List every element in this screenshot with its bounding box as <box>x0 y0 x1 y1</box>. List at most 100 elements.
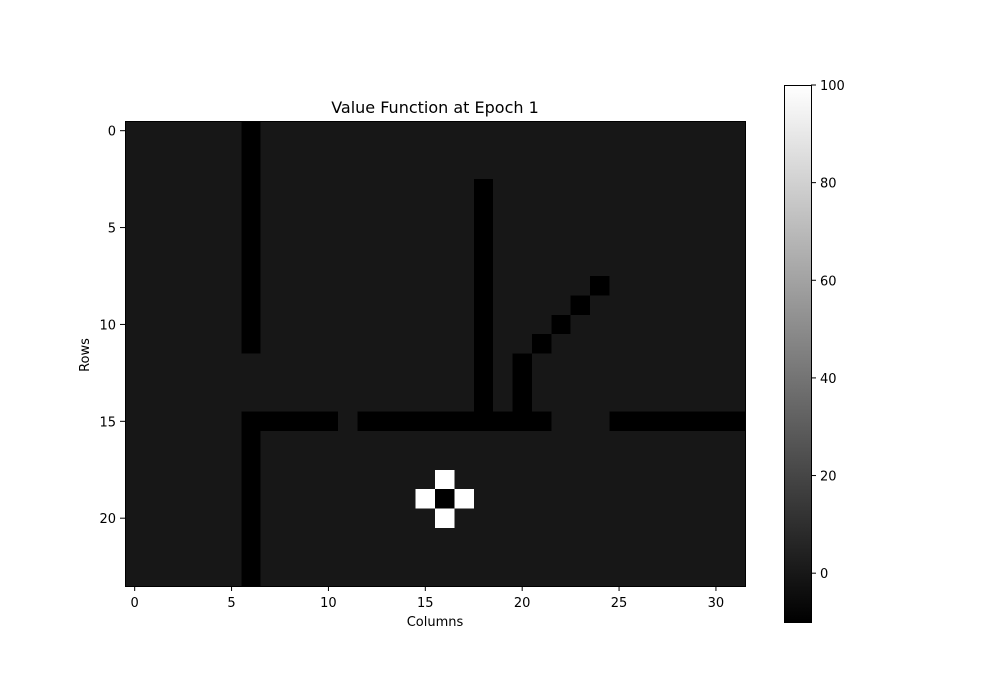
heatmap-cell <box>570 295 591 316</box>
heatmap-cell <box>493 237 513 257</box>
heatmap-cell <box>590 198 610 219</box>
heatmap-cell <box>706 547 726 567</box>
heatmap-cell <box>144 372 165 393</box>
heatmap-cell <box>609 314 630 335</box>
heatmap-cell <box>260 217 281 238</box>
heatmap-cell <box>357 140 378 161</box>
heatmap-cell <box>454 392 475 412</box>
heatmap-cell <box>260 276 281 296</box>
heatmap-cell <box>648 489 668 509</box>
heatmap-cell <box>144 353 165 374</box>
heatmap-cell <box>280 431 300 451</box>
heatmap-cell <box>686 469 707 490</box>
heatmap-cell <box>280 276 300 296</box>
heatmap-cell <box>454 372 475 393</box>
heatmap-cell <box>357 547 378 567</box>
heatmap-cell <box>667 353 688 374</box>
heatmap-cell <box>299 527 320 548</box>
heatmap-cell <box>435 489 455 509</box>
heatmap-cell <box>435 508 455 529</box>
heatmap-cell <box>512 256 533 277</box>
heatmap-cell <box>144 140 165 161</box>
heatmap-cell <box>686 198 707 219</box>
heatmap-cell <box>280 450 300 471</box>
heatmap-cell <box>357 121 378 141</box>
heatmap-cell <box>202 353 223 374</box>
heatmap-cell <box>531 392 552 412</box>
heatmap-cell <box>512 566 533 587</box>
heatmap-cell <box>202 431 223 451</box>
heatmap-cell <box>531 450 552 471</box>
heatmap-cell <box>163 431 184 451</box>
heatmap-cell <box>338 295 358 316</box>
heatmap-cell <box>338 566 358 587</box>
heatmap-cell <box>241 508 261 529</box>
y-tick-label: 0 <box>108 125 116 140</box>
heatmap-cell <box>706 314 726 335</box>
heatmap-cell <box>241 450 261 471</box>
heatmap-cell <box>415 547 436 567</box>
heatmap-cell <box>512 547 533 567</box>
heatmap-cell <box>241 140 261 161</box>
heatmap-cell <box>454 276 475 296</box>
heatmap-cell <box>628 295 649 316</box>
heatmap-cell <box>473 295 494 316</box>
heatmap-cell <box>667 566 688 587</box>
heatmap-cell <box>144 392 165 412</box>
heatmap-cell <box>376 431 397 451</box>
heatmap-cell <box>280 121 300 141</box>
heatmap-cell <box>493 276 513 296</box>
heatmap-cell <box>338 527 358 548</box>
heatmap-cell <box>706 295 726 316</box>
heatmap-cell <box>725 121 746 141</box>
heatmap-cell <box>473 159 494 180</box>
heatmap-cell <box>144 469 165 490</box>
heatmap-cell <box>551 489 571 509</box>
heatmap-cell <box>338 372 358 393</box>
heatmap-cell <box>667 547 688 567</box>
heatmap-cell <box>609 372 630 393</box>
heatmap-cell <box>648 314 668 335</box>
heatmap-cell <box>512 121 533 141</box>
heatmap-cell <box>260 431 281 451</box>
heatmap-cell <box>686 121 707 141</box>
colorbar-tick-label: 100 <box>820 79 845 94</box>
heatmap-cell <box>280 566 300 587</box>
heatmap-cell <box>299 140 320 161</box>
heatmap-cell <box>609 140 630 161</box>
heatmap-cell <box>667 159 688 180</box>
heatmap-cell <box>570 217 591 238</box>
heatmap-cell <box>706 334 726 354</box>
heatmap-cell <box>667 121 688 141</box>
heatmap-cell <box>396 256 416 277</box>
heatmap-cell <box>725 140 746 161</box>
heatmap-cell <box>202 450 223 471</box>
heatmap-cell <box>221 295 242 316</box>
heatmap-cell <box>221 276 242 296</box>
heatmap-cell <box>609 256 630 277</box>
heatmap-cell <box>570 276 591 296</box>
heatmap-cell <box>144 450 165 471</box>
heatmap-cell <box>454 469 475 490</box>
heatmap-cell <box>183 508 203 529</box>
heatmap-cell <box>318 353 339 374</box>
heatmap-cell <box>706 140 726 161</box>
heatmap-cell <box>590 276 610 296</box>
heatmap-cell <box>396 314 416 335</box>
heatmap-cell <box>686 295 707 316</box>
heatmap-cell <box>473 217 494 238</box>
heatmap-cell <box>376 140 397 161</box>
heatmap-cell <box>473 450 494 471</box>
heatmap-cell <box>318 314 339 335</box>
heatmap-cell <box>396 392 416 412</box>
heatmap-cell <box>221 431 242 451</box>
heatmap-cell <box>609 566 630 587</box>
heatmap-cell <box>531 566 552 587</box>
heatmap-cell <box>357 198 378 219</box>
heatmap-cell <box>706 372 726 393</box>
heatmap-cell <box>590 411 610 432</box>
heatmap-cell <box>609 295 630 316</box>
colorbar-tick-label: 80 <box>820 177 837 192</box>
heatmap-cell <box>706 198 726 219</box>
heatmap-cell <box>570 508 591 529</box>
